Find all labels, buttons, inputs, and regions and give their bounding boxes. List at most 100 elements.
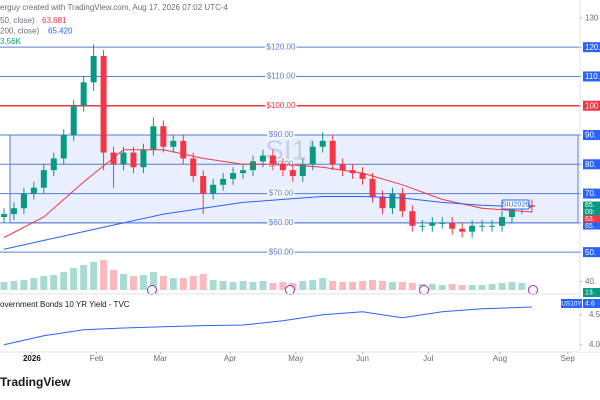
legend-volume: 3.56K (0, 37, 22, 46)
volume-bar (269, 283, 277, 290)
candle-body (528, 205, 535, 207)
price-label-box (583, 208, 600, 216)
y-tick-box (583, 71, 600, 82)
candle-body (160, 126, 167, 147)
yield-line (3, 306, 532, 346)
subchart-last-box (583, 299, 600, 308)
volume-bar (110, 270, 118, 290)
candle-body (220, 178, 227, 185)
event-icon (419, 285, 429, 295)
candle-body (389, 193, 396, 209)
candle-body (100, 55, 107, 153)
volume-bar (518, 283, 526, 290)
candle-body (508, 208, 515, 218)
volume-bar (169, 278, 177, 290)
volume-bar (458, 285, 466, 290)
volume-bar (309, 280, 317, 290)
y-tick-label: 100 (585, 101, 599, 110)
candle-body (200, 176, 207, 194)
candle-body (140, 149, 147, 168)
volume-bar (488, 284, 496, 290)
event-icon (285, 285, 295, 295)
candle-body (429, 222, 436, 226)
level-label: $90.00 (269, 130, 294, 139)
candle-body (269, 155, 276, 165)
candle-body (150, 126, 157, 150)
price-label-box (583, 222, 600, 230)
legend-name: 50, close) (0, 16, 35, 25)
y-tick-box (583, 130, 600, 141)
y-tick-label: 50. (585, 248, 596, 257)
volume-bar (359, 281, 367, 290)
candle-body (230, 173, 237, 179)
price-label: 65. (585, 223, 595, 230)
volume-bar (50, 275, 58, 290)
volume-bar (339, 282, 347, 290)
logo: TradingView (0, 375, 71, 389)
candle-body (309, 146, 316, 165)
x-tick-label: Sep (561, 354, 576, 363)
candle-body (50, 158, 57, 171)
subchart-last: 4.6 (585, 301, 595, 308)
y-tick-box (583, 159, 600, 170)
level-label: $120.00 (267, 42, 296, 51)
title: erguy created with TradingView.com, Aug … (0, 3, 229, 12)
candle-body (60, 135, 67, 159)
candle-body (0, 214, 7, 218)
volume-bar (70, 268, 78, 290)
axis-bg (580, 0, 600, 352)
candle-body (130, 152, 137, 168)
price-label: 63. (585, 216, 595, 223)
volume-bar (90, 262, 98, 290)
legend-name: 200, close) (0, 27, 39, 36)
level-label: $110.00 (267, 72, 296, 81)
y-tick-label: 110. (585, 72, 600, 81)
event-icon (147, 285, 157, 295)
volume-bar (159, 276, 167, 290)
y-tick-box (583, 100, 600, 111)
candle-body (249, 161, 256, 171)
volume-bar (129, 276, 137, 290)
volume-last: 13. (585, 290, 595, 297)
volume-bar (40, 276, 48, 290)
candle-body (210, 184, 217, 194)
y-tick-box (583, 42, 600, 53)
volume-bar (448, 284, 456, 290)
volume-bar (80, 265, 88, 290)
x-tick-label: Apr (224, 354, 237, 363)
volume-bar (408, 283, 416, 290)
volume-bar (438, 285, 446, 290)
candle-body (190, 158, 197, 177)
candle-body (439, 222, 446, 224)
volume-bar (239, 281, 247, 290)
volume-bar (100, 260, 108, 290)
candle-body (379, 196, 386, 209)
volume-bar (0, 282, 8, 290)
volume-bar (189, 276, 197, 290)
candle-body (289, 170, 296, 177)
volume-bar (139, 275, 147, 290)
volume-bar (179, 278, 187, 290)
x-tick-label: 2026 (23, 354, 41, 363)
candle-body (459, 228, 466, 232)
volume-bar (219, 281, 227, 290)
volume-bar (398, 282, 406, 290)
volume-bar (120, 274, 128, 290)
y-tick-label: 70. (585, 189, 596, 198)
candle-body (30, 187, 37, 194)
candle-body (259, 155, 266, 162)
volume-bar (319, 278, 327, 290)
price-label-box (583, 215, 600, 223)
volume-bar (20, 280, 28, 290)
volume-bar (369, 280, 377, 290)
volume-bar (149, 272, 157, 290)
y-tick-label: 80. (585, 160, 596, 169)
candle-body (359, 173, 366, 179)
x-tick-label: Jun (356, 354, 369, 363)
candle-body (369, 178, 376, 197)
candle-body (70, 105, 77, 136)
ma-line (3, 196, 532, 250)
y-tick-label: 90. (585, 131, 596, 140)
y-tick-box (583, 188, 600, 199)
